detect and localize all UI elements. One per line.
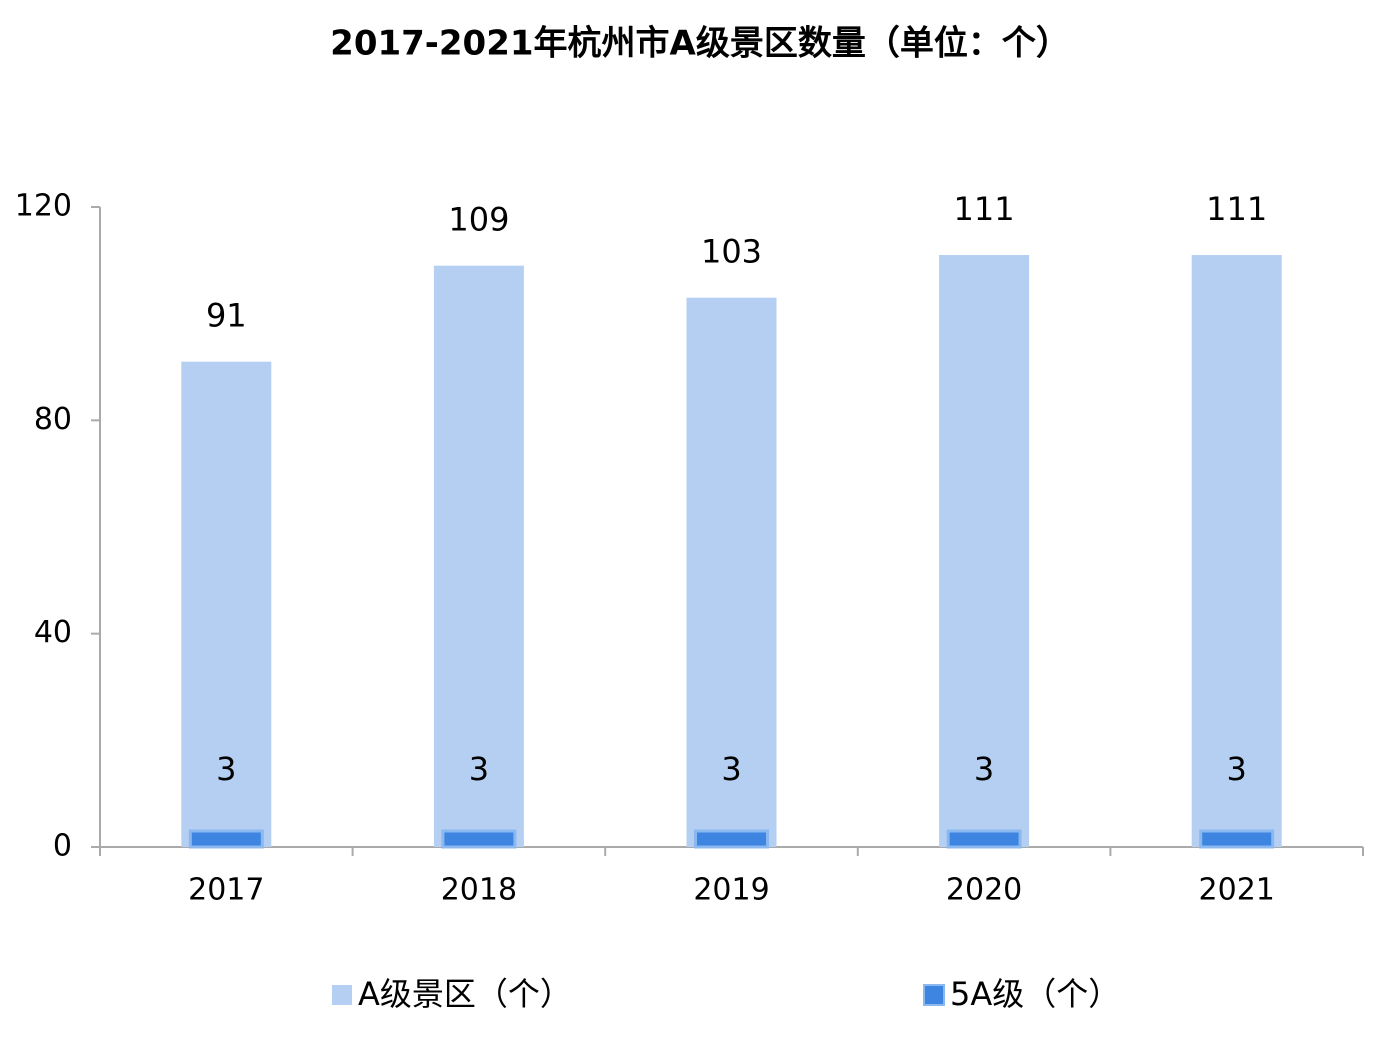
data-label: 3 bbox=[1227, 750, 1247, 788]
x-tick-label: 2019 bbox=[693, 873, 769, 908]
y-tick-label: 0 bbox=[53, 829, 72, 864]
legend-swatch bbox=[332, 985, 352, 1005]
data-label: 111 bbox=[954, 190, 1015, 228]
data-label: 3 bbox=[974, 750, 994, 788]
legend-label: A级景区（个） bbox=[358, 975, 572, 1013]
chart-title: 2017-2021年杭州市A级景区数量（单位：个） bbox=[330, 24, 1070, 64]
legend-label: 5A级（个） bbox=[950, 975, 1120, 1013]
bar bbox=[686, 297, 777, 848]
y-tick-label: 80 bbox=[34, 402, 72, 437]
data-label: 3 bbox=[216, 750, 236, 788]
bar bbox=[441, 829, 517, 849]
legend-swatch bbox=[923, 984, 945, 1006]
bar bbox=[188, 829, 264, 849]
x-tick-label: 2021 bbox=[1199, 873, 1275, 908]
data-label: 91 bbox=[206, 297, 247, 335]
data-label: 111 bbox=[1206, 190, 1267, 228]
x-tick-label: 2017 bbox=[188, 873, 264, 908]
bar bbox=[946, 829, 1022, 849]
data-label: 3 bbox=[721, 750, 741, 788]
bar bbox=[1191, 255, 1282, 847]
bar bbox=[181, 361, 272, 847]
y-tick-label: 40 bbox=[34, 615, 72, 650]
data-label: 3 bbox=[469, 750, 489, 788]
x-tick-label: 2018 bbox=[441, 873, 517, 908]
data-label: 103 bbox=[701, 233, 762, 271]
y-tick-label: 120 bbox=[15, 189, 72, 224]
bar bbox=[433, 265, 524, 848]
data-label: 109 bbox=[448, 201, 509, 239]
bar bbox=[1199, 829, 1275, 849]
x-tick-label: 2020 bbox=[946, 873, 1022, 908]
bar bbox=[694, 829, 769, 849]
bar bbox=[939, 255, 1030, 847]
